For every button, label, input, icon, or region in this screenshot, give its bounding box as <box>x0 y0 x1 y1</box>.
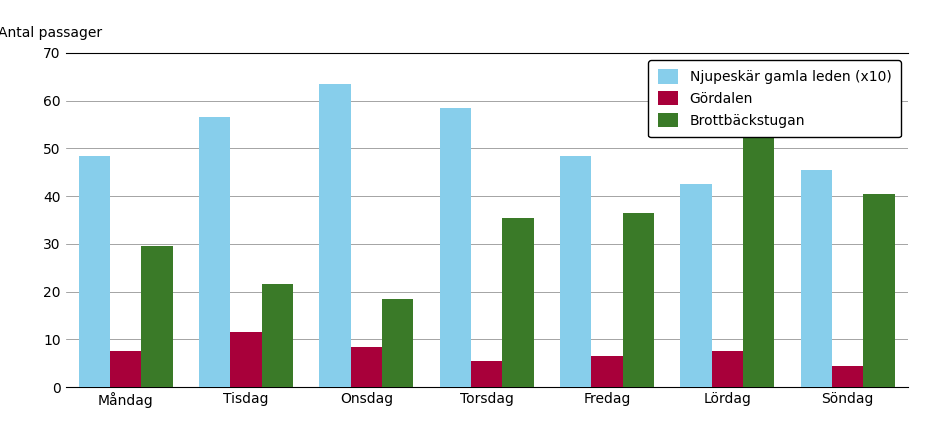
Bar <box>711 352 743 387</box>
Legend: Njupeskär gamla leden (x10), Gördalen, Brottbäckstugan: Njupeskär gamla leden (x10), Gördalen, B… <box>648 60 901 137</box>
Bar <box>351 347 382 387</box>
Bar <box>141 246 172 387</box>
Bar <box>622 213 654 387</box>
Bar <box>743 113 774 387</box>
Bar <box>680 184 711 387</box>
Bar <box>560 155 592 387</box>
Bar <box>262 285 293 387</box>
Bar <box>382 299 414 387</box>
Bar <box>319 84 351 387</box>
Bar <box>440 108 471 387</box>
Bar <box>110 352 141 387</box>
Bar <box>801 170 832 387</box>
Bar <box>199 117 230 387</box>
Bar <box>503 218 534 387</box>
Bar <box>79 155 110 387</box>
Bar <box>230 332 262 387</box>
Bar <box>863 194 895 387</box>
Text: Antal passager: Antal passager <box>0 26 102 40</box>
Bar <box>471 361 503 387</box>
Bar <box>832 366 863 387</box>
Bar <box>592 356 622 387</box>
